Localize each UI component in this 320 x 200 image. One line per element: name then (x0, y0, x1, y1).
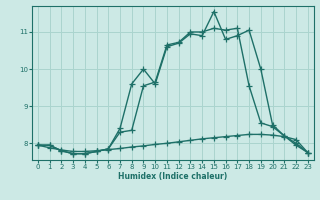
X-axis label: Humidex (Indice chaleur): Humidex (Indice chaleur) (118, 172, 228, 181)
